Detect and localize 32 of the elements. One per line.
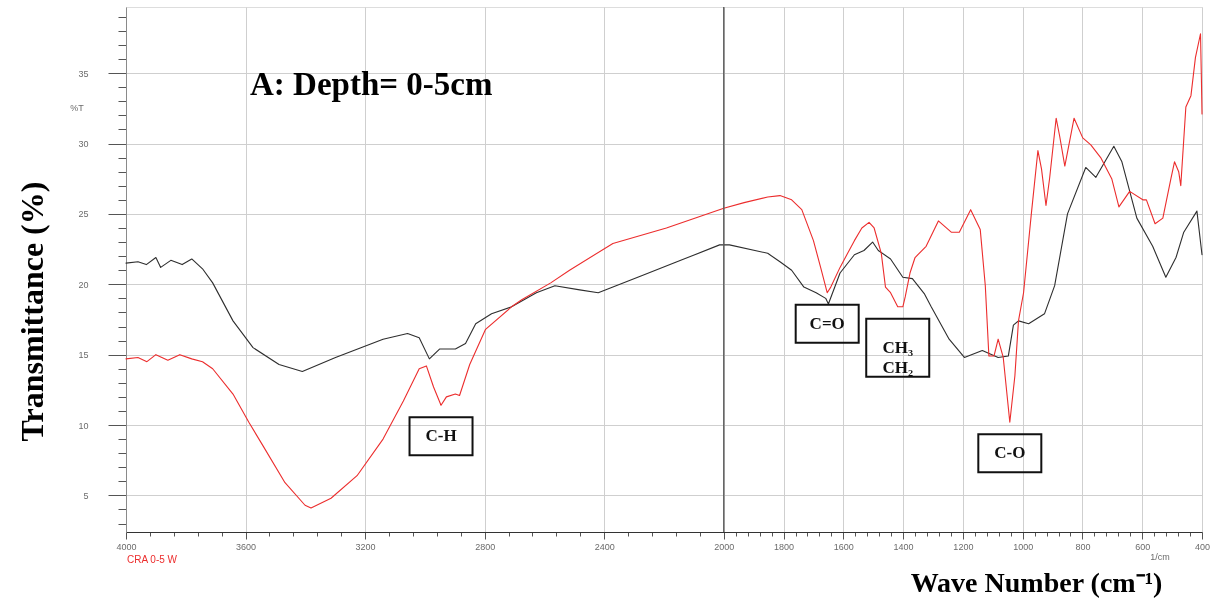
- y-tick-label: 10: [78, 420, 89, 431]
- x-axis-title: Wave Number (cm⁻¹): [910, 566, 1163, 598]
- x-tick-label: 400: [1194, 541, 1211, 552]
- x-tick-label: 1600: [833, 541, 854, 552]
- x-tick-label: 2400: [594, 541, 615, 552]
- line-series: [125, 33, 1203, 509]
- y-tick-label: 35: [78, 68, 89, 79]
- x-tick-label: 2000: [714, 541, 735, 552]
- x-tick-label: 2800: [475, 541, 496, 552]
- annotation: C-H: [425, 426, 457, 446]
- text: A: Depth= 0-5cm: [250, 66, 493, 102]
- text: CRA 0-5 W: [127, 554, 178, 565]
- annotation: CH₃ CH₂: [882, 337, 914, 377]
- x-tick-label: 800: [1075, 541, 1091, 552]
- x-tick-label: 1200: [953, 541, 974, 552]
- x-tick-label: 1400: [893, 541, 914, 552]
- y-tick-label: 20: [78, 279, 89, 290]
- text: 1/cm: [1150, 552, 1170, 562]
- y-tick-label: 5: [83, 490, 89, 501]
- x-tick-label: 1000: [1013, 541, 1034, 552]
- text: %T: [70, 103, 85, 113]
- x-tick-label: 1800: [774, 541, 795, 552]
- y-axis-title: Transmittance (%): [13, 181, 50, 442]
- y-tick-label: 15: [78, 350, 89, 361]
- x-tick-label: 3600: [236, 541, 257, 552]
- x-tick-label: 4000: [116, 541, 137, 552]
- x-tick-label: 600: [1135, 541, 1151, 552]
- y-tick-label: 30: [78, 139, 89, 150]
- y-tick-label: 25: [78, 209, 89, 220]
- x-tick-label: 3200: [355, 541, 376, 552]
- annotation: C=O: [809, 313, 845, 333]
- annotation: C-O: [994, 443, 1026, 463]
